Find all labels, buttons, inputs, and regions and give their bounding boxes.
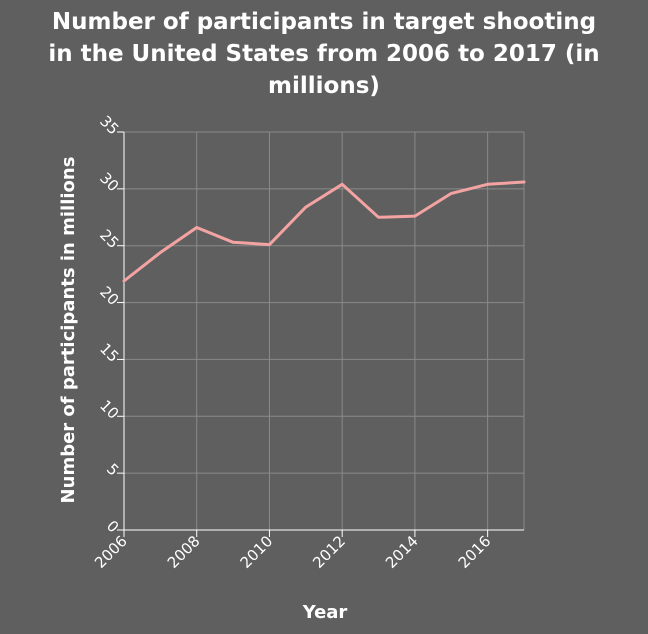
x-tick-label: 2016 — [455, 532, 495, 572]
y-tick-label: 15 — [96, 340, 122, 366]
series-line-0 — [122, 180, 526, 283]
y-axis-title: Number of participants in millions — [58, 157, 79, 504]
y-tick-label: 10 — [96, 396, 122, 422]
x-tick-label: 2006 — [91, 532, 131, 572]
y-tick-label: 30 — [96, 169, 122, 195]
y-tick-label: 0 — [103, 517, 122, 536]
chart-title-line-2: in the United States from 2006 to 2017 (… — [48, 41, 600, 67]
x-tick-label: 2010 — [237, 532, 277, 572]
y-tick-label: 20 — [96, 283, 122, 309]
x-tick-label: 2012 — [309, 532, 349, 572]
chart-title: Number of participants in target shootin… — [0, 6, 648, 102]
x-axis-title: Year — [302, 602, 348, 623]
label-layer: 0 5 10 15 20 25 30 35 2006 2008 2010 2012 2014 2016 — [91, 112, 494, 572]
y-tick-label: 35 — [96, 112, 122, 138]
x-tick-label: 2008 — [164, 532, 204, 572]
grid-layer — [124, 131, 525, 530]
series-layer — [122, 180, 526, 283]
y-tick-label: 5 — [103, 460, 122, 479]
x-tick-label: 2014 — [382, 532, 422, 572]
chart-title-line-3: millions) — [268, 73, 380, 99]
chart-title-line-1: Number of participants in target shootin… — [51, 9, 597, 35]
y-tick-label: 25 — [96, 226, 122, 252]
axis-layer — [117, 131, 524, 537]
